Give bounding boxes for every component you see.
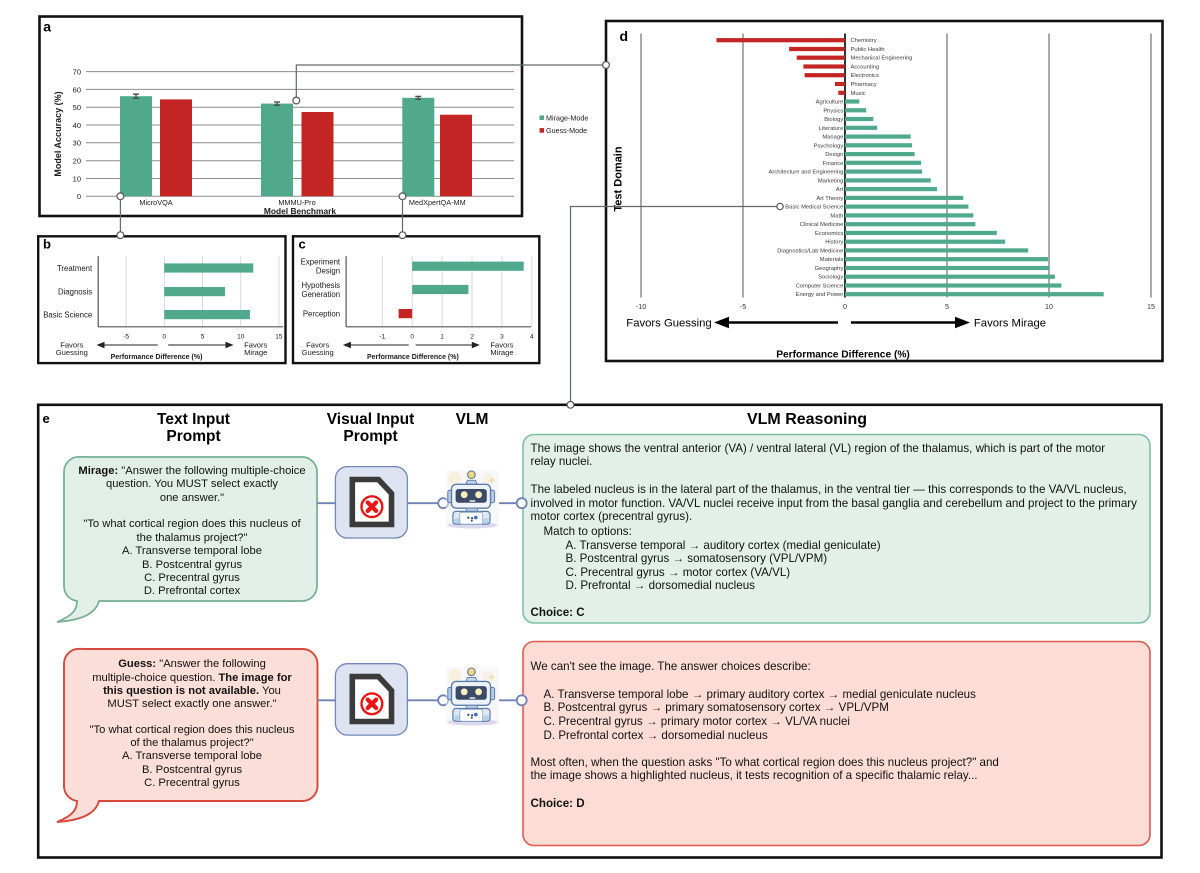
svg-text:Pharmacy: Pharmacy — [851, 82, 877, 88]
svg-text:Literature: Literature — [819, 126, 844, 132]
svg-text:Design: Design — [825, 152, 843, 158]
svg-text:0: 0 — [77, 192, 81, 201]
svg-text:Chemistry: Chemistry — [851, 38, 877, 44]
svg-text:Mirage-Mode: Mirage-Mode — [546, 113, 588, 122]
svg-text:Guessing: Guessing — [56, 348, 88, 357]
svg-text:Architecture and Engineering: Architecture and Engineering — [769, 170, 844, 176]
svg-text:Design: Design — [316, 267, 340, 276]
svg-text:Economics: Economics — [815, 231, 843, 237]
svg-text:0: 0 — [410, 334, 414, 341]
svg-text:Favors: Favors — [244, 340, 267, 349]
svg-text:Psychology: Psychology — [814, 143, 844, 149]
svg-text:Agriculture: Agriculture — [816, 100, 844, 106]
svg-text:Experiment: Experiment — [301, 257, 341, 266]
svg-text:-10: -10 — [636, 302, 646, 311]
svg-text:3: 3 — [500, 334, 504, 341]
svg-text:History: History — [825, 240, 843, 246]
svg-text:Generation: Generation — [302, 290, 341, 299]
svg-text:Manage: Manage — [822, 135, 843, 141]
svg-text:5: 5 — [201, 334, 205, 341]
svg-text:Electronics: Electronics — [851, 73, 879, 79]
svg-text:Public Health: Public Health — [851, 47, 885, 53]
svg-text:Mirage: Mirage — [244, 348, 267, 357]
svg-text:10: 10 — [237, 334, 245, 341]
svg-text:0: 0 — [843, 302, 847, 311]
svg-text:70: 70 — [73, 68, 81, 77]
svg-text:Biology: Biology — [824, 117, 843, 123]
svg-text:Clinical Medicine: Clinical Medicine — [800, 222, 844, 228]
svg-text:-5: -5 — [740, 302, 746, 311]
svg-text:10: 10 — [73, 174, 81, 183]
svg-text:d: d — [620, 28, 629, 44]
svg-text:Favors: Favors — [306, 340, 329, 349]
svg-text:Mirage: Mirage — [490, 348, 513, 357]
svg-text:Energy and Power: Energy and Power — [796, 292, 844, 298]
svg-text:Model Benchmark: Model Benchmark — [264, 206, 336, 216]
svg-text:Diagnostics/Lab Medicine: Diagnostics/Lab Medicine — [777, 248, 843, 254]
svg-text:MicroVQA: MicroVQA — [139, 198, 172, 207]
svg-text:MMMU-Pro: MMMU-Pro — [278, 198, 315, 207]
svg-text:Art Theory: Art Theory — [816, 196, 843, 202]
svg-text:Mechanical Engineering: Mechanical Engineering — [851, 56, 913, 62]
svg-text:20: 20 — [73, 157, 81, 166]
svg-text:MedXpertQA-MM: MedXpertQA-MM — [409, 198, 466, 207]
svg-text:60: 60 — [73, 85, 81, 94]
svg-text:4: 4 — [530, 334, 534, 341]
svg-text:Hypothesis: Hypothesis — [302, 281, 341, 290]
svg-text:Guess-Mode: Guess-Mode — [546, 126, 587, 135]
svg-text:50: 50 — [73, 103, 81, 112]
svg-text:Favors Guessing: Favors Guessing — [626, 318, 711, 330]
svg-text:Guessing: Guessing — [302, 348, 334, 357]
svg-text:Performance Difference (%): Performance Difference (%) — [367, 354, 459, 361]
svg-text:2: 2 — [470, 334, 474, 341]
svg-text:Computer Science: Computer Science — [796, 284, 844, 290]
svg-text:Basic Medical Science: Basic Medical Science — [785, 205, 843, 211]
svg-text:1: 1 — [440, 334, 444, 341]
svg-text:Marketing: Marketing — [818, 178, 843, 184]
svg-text:Music: Music — [851, 91, 866, 97]
svg-text:Sociology: Sociology — [818, 275, 843, 281]
svg-text:30: 30 — [73, 139, 81, 148]
svg-text:Performance Difference (%): Performance Difference (%) — [776, 350, 910, 361]
svg-text:Basic Science: Basic Science — [43, 311, 92, 320]
svg-text:40: 40 — [73, 121, 81, 130]
svg-text:0: 0 — [162, 334, 166, 341]
svg-text:b: b — [43, 237, 51, 252]
svg-text:Finance: Finance — [823, 161, 844, 167]
svg-text:Performance Difference (%): Performance Difference (%) — [111, 354, 203, 361]
svg-text:-5: -5 — [123, 334, 129, 341]
svg-text:Test Domain: Test Domain — [613, 146, 625, 211]
svg-text:Treatment: Treatment — [57, 264, 93, 273]
svg-text:-1: -1 — [379, 334, 385, 341]
svg-text:Art: Art — [836, 187, 844, 193]
svg-text:Accounting: Accounting — [851, 65, 880, 71]
svg-text:Geography: Geography — [815, 266, 844, 272]
svg-text:10: 10 — [1045, 302, 1053, 311]
svg-text:15: 15 — [1147, 302, 1155, 311]
svg-text:Diagnosis: Diagnosis — [58, 288, 92, 297]
svg-text:c: c — [299, 237, 306, 252]
svg-text:Favors Mirage: Favors Mirage — [974, 318, 1046, 330]
svg-text:Perception: Perception — [303, 310, 340, 319]
svg-text:Materials: Materials — [820, 257, 844, 263]
svg-text:15: 15 — [275, 334, 283, 341]
svg-text:Math: Math — [830, 213, 843, 219]
svg-text:Physics: Physics — [823, 108, 843, 114]
svg-text:Model Accuracy (%): Model Accuracy (%) — [53, 91, 63, 176]
svg-text:Favors: Favors — [60, 340, 83, 349]
svg-text:a: a — [43, 19, 51, 35]
svg-text:5: 5 — [945, 302, 949, 311]
svg-text:Favors: Favors — [490, 340, 513, 349]
